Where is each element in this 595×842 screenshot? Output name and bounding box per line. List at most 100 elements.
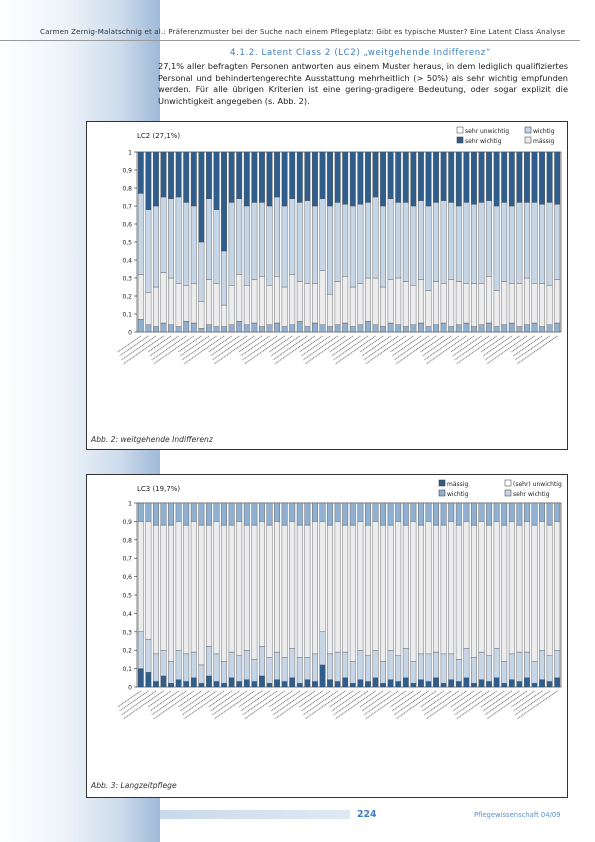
bar-segment [304, 326, 311, 333]
bar-segment [251, 502, 258, 526]
x-tick-label [420, 335, 444, 353]
bar-segment [349, 524, 356, 662]
bar-segment [410, 661, 417, 684]
bar-segment [493, 205, 500, 291]
bar-segment [334, 281, 341, 325]
bar-segment [516, 283, 523, 327]
bar-segment [145, 521, 152, 640]
bar-segment [334, 324, 341, 333]
x-tick-label [516, 335, 558, 365]
bar-segment [554, 502, 561, 522]
bar-segment [478, 502, 485, 522]
x-tick-label [329, 335, 354, 353]
bar-segment [372, 521, 379, 651]
bar-segment [243, 324, 250, 333]
bar-segment [304, 502, 311, 526]
x-tick-label [329, 690, 354, 708]
bar-segment [334, 151, 341, 203]
bar-segment [334, 681, 341, 688]
bar-segment [183, 524, 190, 655]
bar-segment [440, 653, 447, 684]
bar-segment [410, 683, 417, 688]
bar-segment [531, 524, 538, 662]
bar-segment [274, 196, 280, 277]
bar-segment [349, 502, 356, 526]
y-tick-label: 0,3 [122, 629, 132, 636]
bar-segment [228, 285, 235, 325]
bar-segment [531, 683, 538, 688]
bar-segment [448, 202, 455, 280]
x-tick-label [151, 690, 187, 716]
bar-segment [486, 151, 492, 201]
bar-segment [539, 502, 545, 522]
bar-segment [145, 672, 152, 688]
y-tick-label: 0,9 [122, 168, 132, 175]
bar-segment [228, 524, 235, 653]
bar-segment [349, 683, 356, 688]
bar-segment [524, 502, 530, 522]
bar-segment [296, 321, 303, 333]
bar-segment [478, 651, 485, 680]
bar-segment [153, 205, 159, 288]
x-tick-label [363, 335, 399, 361]
x-tick-label [331, 690, 361, 712]
bar-segment [463, 521, 470, 649]
bar-segment [554, 151, 561, 205]
figure-caption: Abb. 3: Langzeitpflege [91, 781, 177, 790]
bar-segment [236, 321, 243, 333]
bar-segment [296, 657, 303, 684]
bar-segment [289, 521, 296, 649]
x-tick-label [365, 690, 407, 720]
legend-label: wichtig [533, 128, 555, 135]
bar-segment [418, 200, 424, 280]
bar-segment [554, 521, 561, 651]
bar-segment [539, 283, 545, 327]
x-tick-label [393, 335, 429, 361]
bar-segment [516, 151, 523, 203]
x-tick-label [513, 690, 543, 712]
bar-segment [304, 524, 311, 658]
bar-segment [281, 524, 288, 658]
x-tick-label [450, 335, 475, 353]
bar-segment [471, 204, 477, 284]
bar-segment [463, 202, 470, 284]
bar-segment [463, 283, 470, 324]
y-tick-label: 0,7 [122, 556, 132, 563]
bar-segment [153, 151, 159, 207]
bar-segment [228, 202, 235, 286]
x-tick-label [333, 335, 369, 361]
y-tick-label: 0,5 [122, 593, 132, 600]
x-tick-label [210, 690, 240, 712]
bar-segment [471, 524, 477, 658]
bar-segment [342, 524, 349, 653]
x-tick-label [480, 690, 505, 708]
bar-segment [471, 151, 477, 205]
bar-segment [243, 205, 250, 286]
bar-segment [380, 524, 386, 662]
bar-segment [418, 524, 424, 655]
bar-segment [410, 151, 417, 207]
figure-3: LC3 (19,7%) mässig (sehr) unwichtig wich… [86, 474, 568, 798]
bar-segment [327, 679, 333, 688]
bar-segment [168, 502, 174, 526]
x-tick-label [121, 335, 157, 361]
bar-segment [365, 151, 371, 203]
bar-segment [221, 151, 227, 252]
bar-segment [289, 648, 296, 678]
bar-segment [153, 286, 159, 327]
bar-segment [198, 502, 205, 526]
bar-segment [395, 151, 402, 203]
bar-segment [289, 274, 296, 325]
chart-legend: sehr unwichtig wichtig sehr wichtig mäss… [456, 126, 555, 145]
bar-segment [175, 650, 182, 680]
bar-segment [349, 286, 356, 327]
bar-segment [236, 655, 243, 682]
x-tick-label [333, 690, 369, 716]
bar-segment [395, 655, 402, 682]
bar-segment [501, 202, 508, 282]
bar-segment [296, 151, 303, 203]
bar-segment [524, 651, 530, 678]
bar-segment [274, 651, 280, 680]
bar-segment [387, 151, 394, 199]
x-tick-label [244, 335, 285, 365]
